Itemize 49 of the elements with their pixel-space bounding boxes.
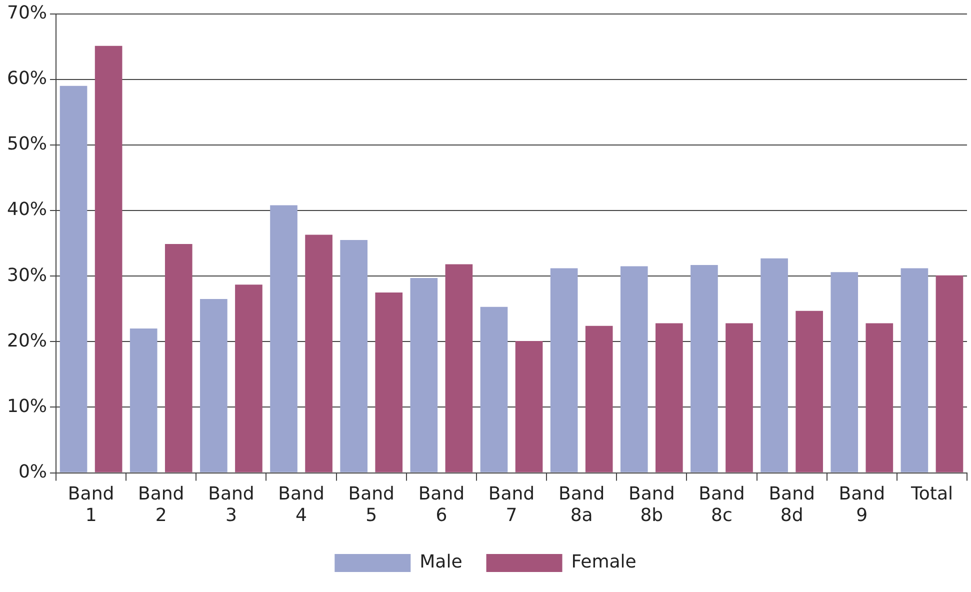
y-tick-label: 40%	[6, 199, 48, 220]
bar	[305, 234, 332, 472]
bar	[515, 341, 543, 472]
bar	[830, 272, 858, 472]
legend-label: Male	[420, 552, 462, 573]
x-tick-label: Band 8b	[628, 483, 675, 526]
bar	[480, 306, 508, 472]
bar	[130, 328, 158, 472]
y-tick-label: 10%	[6, 396, 48, 417]
y-tick-label: 30%	[6, 264, 48, 286]
bar	[445, 264, 473, 472]
legend-label: Female	[571, 552, 636, 573]
x-tick-label: Band 5	[348, 483, 394, 526]
y-tick-label: 70%	[6, 2, 48, 24]
x-tick-label: Band 2	[138, 483, 184, 526]
x-tick-label: Band 4	[278, 483, 324, 526]
bar	[585, 326, 613, 472]
bar	[936, 275, 964, 472]
bar	[690, 264, 718, 472]
bar	[270, 205, 298, 472]
bar	[235, 284, 262, 472]
x-tick-label: Band 7	[488, 483, 535, 526]
bar	[726, 323, 753, 472]
bar	[550, 268, 578, 472]
bar	[340, 240, 368, 472]
x-tick-label: Band 9	[838, 483, 885, 526]
bar	[164, 244, 192, 472]
y-tick-label: 60%	[6, 68, 48, 90]
bar	[796, 310, 823, 472]
bar	[866, 323, 894, 472]
x-tick-label: Band 3	[208, 483, 254, 526]
x-tick-label: Band 8c	[698, 483, 745, 526]
x-tick-label: Band 1	[68, 483, 114, 526]
bar	[620, 266, 648, 472]
bar	[94, 46, 122, 472]
bar	[656, 323, 683, 472]
bar	[375, 292, 403, 472]
x-tick-label: Total	[910, 483, 953, 504]
bar	[760, 258, 788, 472]
x-tick-label: Band 8a	[558, 483, 605, 526]
y-tick-label: 50%	[6, 134, 48, 155]
y-tick-label: 20%	[6, 330, 48, 352]
x-tick-label: Band 8d	[768, 483, 815, 526]
bar	[60, 86, 88, 472]
x-tick-label: Band 6	[418, 483, 465, 526]
bar	[200, 299, 228, 472]
bar	[900, 268, 928, 472]
y-tick-label: 0%	[18, 461, 48, 482]
bar	[410, 278, 438, 472]
